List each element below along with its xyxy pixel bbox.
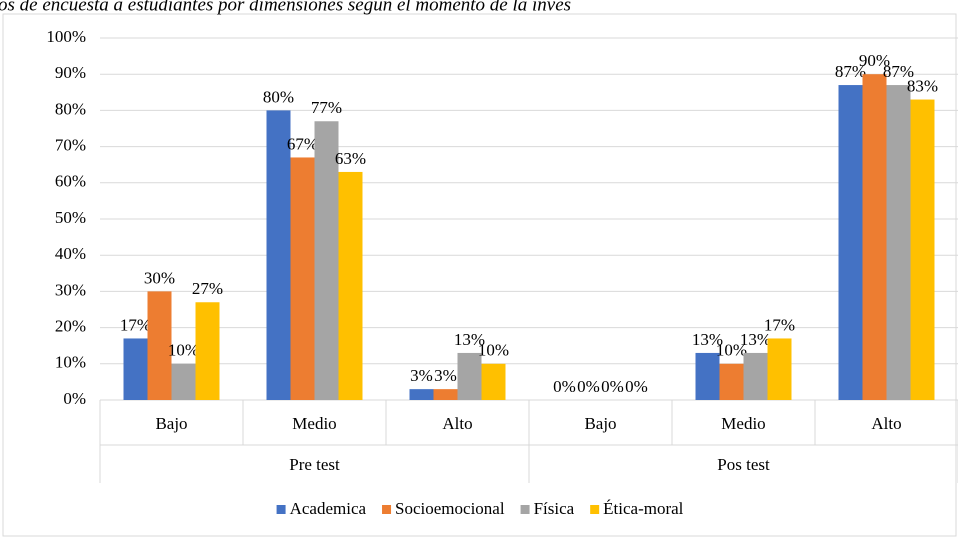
bar [862, 74, 887, 400]
data-label: 17% [120, 315, 151, 334]
bar [433, 389, 458, 400]
bar [743, 352, 768, 400]
y-tick-label: 40% [55, 244, 86, 263]
y-tick-label: 70% [55, 136, 86, 155]
data-label: 90% [859, 51, 890, 70]
data-label: 0% [577, 377, 600, 396]
bar [266, 110, 291, 401]
legend-label: Socioemocional [395, 499, 505, 518]
data-label: 3% [434, 366, 457, 385]
legend-swatch [382, 505, 392, 514]
x-tick-label: Medio [721, 414, 765, 433]
data-label: 10% [716, 341, 747, 360]
data-label: 13% [692, 330, 723, 349]
y-tick-label: 20% [55, 317, 86, 336]
group-label: Pre test [289, 455, 340, 474]
bar [886, 85, 911, 400]
data-label: 87% [835, 62, 866, 81]
bar [719, 363, 744, 400]
chart-border [2, 13, 957, 537]
data-label: 10% [168, 341, 199, 360]
legend-label: Academica [290, 499, 367, 518]
x-tick-label: Alto [442, 414, 472, 433]
legend-swatch [590, 505, 600, 514]
data-label: 83% [907, 76, 938, 95]
data-label: 0% [601, 377, 624, 396]
data-label: 67% [287, 134, 318, 153]
legend-swatch [276, 505, 286, 514]
group-label: Pos test [717, 455, 770, 474]
data-label: 13% [740, 330, 771, 349]
data-label: 3% [410, 366, 433, 385]
data-label: 87% [883, 62, 914, 81]
bar [195, 302, 220, 400]
y-tick-label: 90% [55, 63, 86, 82]
bar [481, 363, 506, 400]
y-tick-label: 30% [55, 280, 86, 299]
bar [767, 338, 792, 400]
data-label: 30% [144, 268, 175, 287]
bar [314, 121, 339, 400]
x-tick-label: Bajo [155, 414, 187, 433]
x-tick-label: Medio [292, 414, 336, 433]
data-label: 0% [553, 377, 576, 396]
bar [838, 85, 863, 400]
bar [695, 352, 720, 400]
data-label: 77% [311, 98, 342, 117]
legend-label: Ética-moral [603, 499, 684, 518]
data-label: 27% [192, 279, 223, 298]
data-label: 10% [478, 341, 509, 360]
bar [910, 99, 935, 400]
x-tick-label: Bajo [584, 414, 616, 433]
data-label: 80% [263, 87, 294, 106]
data-label: 13% [454, 330, 485, 349]
legend-label: Física [534, 499, 575, 518]
y-tick-label: 0% [63, 389, 86, 408]
y-tick-label: 80% [55, 99, 86, 118]
y-tick-label: 50% [55, 208, 86, 227]
x-tick-label: Alto [871, 414, 901, 433]
data-label: 63% [335, 149, 366, 168]
y-tick-label: 60% [55, 172, 86, 191]
y-tick-label: 100% [46, 27, 86, 46]
legend-swatch [520, 505, 530, 514]
bar [457, 352, 482, 400]
data-label: 0% [625, 377, 648, 396]
data-label: 17% [764, 315, 795, 334]
bar [409, 389, 434, 400]
bar [290, 157, 315, 400]
bar [123, 338, 148, 400]
bar [338, 171, 363, 400]
y-tick-label: 10% [55, 353, 86, 372]
bar [147, 291, 172, 400]
chart-title: os de encuesta a estudiantes por dimensi… [0, 0, 571, 15]
bar [171, 363, 196, 400]
